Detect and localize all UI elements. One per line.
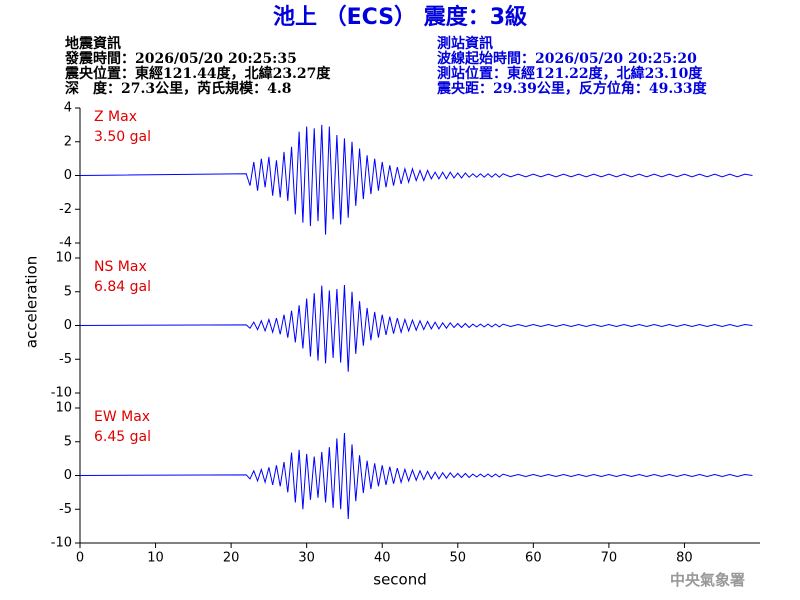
y-tick-label: 2 (64, 134, 72, 149)
max-value: 3.50 gal (94, 129, 151, 145)
component-name: NS Max (94, 259, 147, 275)
x-tick-label: 60 (525, 551, 542, 566)
y-tick-label: 10 (55, 251, 72, 266)
y-tick-label: -10 (51, 386, 72, 401)
max-value: 6.84 gal (94, 279, 151, 295)
footer: 中央氣象署 (670, 571, 745, 589)
x-tick-label: 40 (374, 551, 391, 566)
x-tick-label: 30 (298, 551, 315, 566)
y-tick-label: -5 (59, 502, 72, 517)
quake-depth: 深 度：27.3公里，芮氏規模：4.8 (65, 80, 291, 97)
title: 池上 （ECS） 震度：3級 (273, 4, 527, 30)
quake-epicenter: 震央位置：東經121.44度，北緯23.27度 (64, 65, 331, 82)
max-value: 6.45 gal (94, 429, 151, 445)
x-axis-label: second (373, 571, 427, 589)
x-tick-label: 10 (147, 551, 164, 566)
x-tick-label: 0 (76, 551, 84, 566)
x-tick-label: 20 (223, 551, 240, 566)
quake-time: 發震時間：2026/05/20 20:25:35 (64, 50, 297, 67)
waveform (79, 432, 753, 520)
y-tick-label: 0 (64, 318, 72, 333)
y-tick-label: 4 (64, 101, 72, 116)
y-tick-label: -10 (51, 536, 72, 551)
y-tick-label: -2 (59, 202, 72, 217)
y-tick-label: 0 (64, 468, 72, 483)
x-tick-label: 50 (450, 551, 467, 566)
x-tick-label: 80 (676, 551, 693, 566)
station-heading: 測站資訊 (437, 35, 493, 52)
y-tick-label: 0 (64, 168, 72, 183)
component-name: Z Max (94, 109, 137, 125)
y-tick-label: 5 (64, 434, 72, 449)
y-axis-label: acceleration (23, 256, 41, 348)
y-tick-label: 5 (64, 284, 72, 299)
waveform (79, 124, 753, 235)
y-tick-label: -4 (59, 236, 72, 251)
component-name: EW Max (94, 409, 150, 425)
station-location: 測站位置：東經121.22度，北緯23.10度 (437, 65, 703, 82)
station-start: 波線起始時間：2026/05/20 20:25:20 (437, 50, 697, 67)
y-tick-label: -5 (59, 352, 72, 367)
quake-heading: 地震資訊 (65, 35, 121, 52)
station-distance: 震央距：29.39公里，反方位角：49.33度 (436, 80, 708, 97)
y-tick-label: 10 (55, 401, 72, 416)
x-tick-label: 70 (601, 551, 618, 566)
waveform (79, 284, 753, 372)
